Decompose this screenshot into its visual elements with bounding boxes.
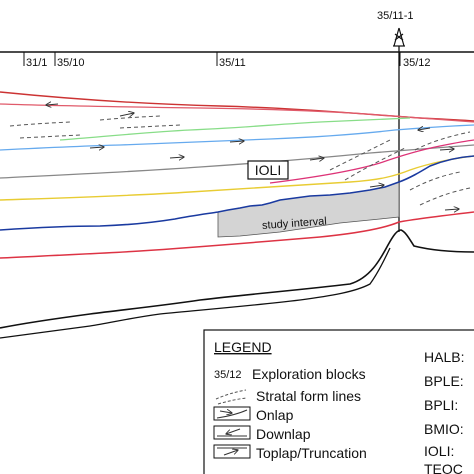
abbr-teoc: TEOC (424, 461, 463, 474)
legend: LEGEND 35/12 Exploration blocks Stratal … (203, 329, 474, 474)
block-label-35-10: 35/10 (57, 57, 85, 69)
toplap-icon (213, 444, 251, 459)
ioli-callout-label: IOLI (255, 162, 281, 178)
abbr-bpli: BPLI: (424, 397, 458, 413)
dashed-lines-icon (215, 389, 247, 405)
horizon-red-lower (0, 211, 474, 259)
horizon-yellow (0, 155, 474, 201)
block-label-35-11: 35/11 (219, 57, 246, 69)
legend-downlap: Downlap (256, 426, 311, 442)
horizon-dark-blue (0, 155, 474, 231)
legend-block-symbol: 35/12 (214, 369, 242, 381)
basement-line-upper (0, 229, 474, 329)
abbr-ioli: IOLI: (424, 443, 454, 459)
abbr-bmio: BMIO: (424, 421, 464, 437)
stratal-form-lines (9, 115, 471, 206)
legend-onlap: Onlap (256, 407, 294, 423)
onlap-icon (213, 406, 251, 421)
horizon-magenta (269, 139, 474, 184)
abbr-bple: BPLE: (424, 373, 464, 389)
legend-stratal-form-lines: Stratal form lines (256, 388, 361, 404)
downlap-icon (213, 425, 251, 440)
block-label-31-1: 31/1 (26, 57, 47, 69)
legend-toplap-truncation: Toplap/Truncation (256, 445, 367, 461)
horizon-light-blue (0, 124, 474, 151)
well-label: 35/11-1 (377, 10, 414, 22)
basement-line-lower (0, 247, 391, 339)
horizon-red-upper (0, 103, 474, 123)
horizon-green (59, 117, 411, 141)
lap-arrows (46, 104, 459, 210)
abbr-halb: HALB: (424, 349, 464, 365)
legend-exploration-blocks: Exploration blocks (252, 366, 366, 382)
legend-title: LEGEND (214, 339, 272, 355)
well-derrick-icon (393, 27, 405, 47)
block-label-35-12: 35/12 (403, 57, 431, 69)
ioli-callout-box (247, 160, 289, 180)
study-interval-label: study interval (262, 215, 327, 231)
